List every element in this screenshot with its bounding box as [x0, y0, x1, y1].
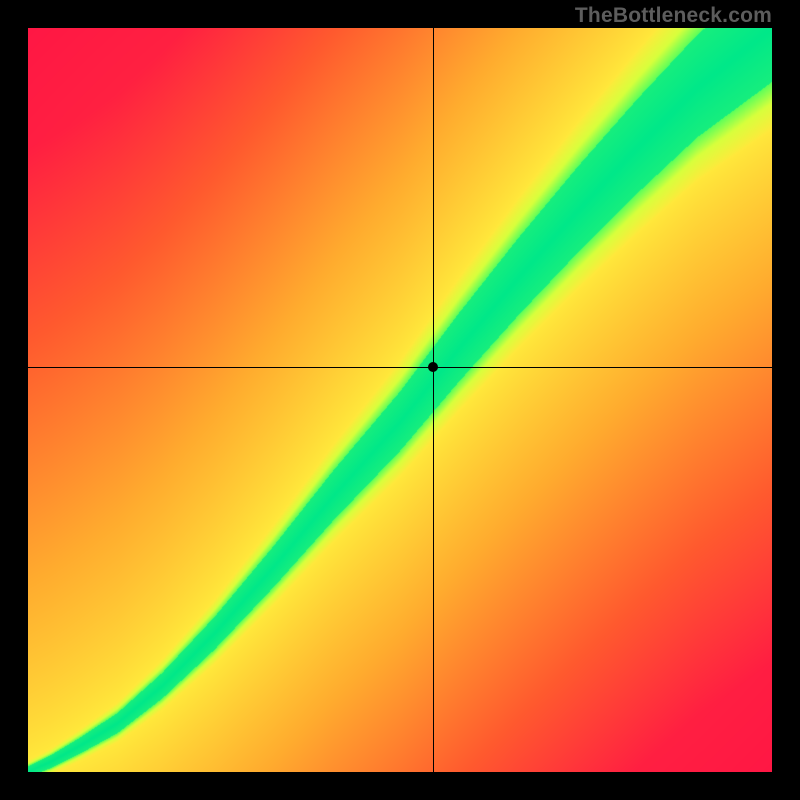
crosshair-vertical	[433, 28, 434, 772]
plot-area	[28, 28, 772, 772]
watermark-text: TheBottleneck.com	[575, 4, 772, 28]
crosshair-horizontal	[28, 367, 772, 368]
chart-container: TheBottleneck.com	[0, 0, 800, 800]
bottleneck-heatmap	[28, 28, 772, 772]
crosshair-marker[interactable]	[428, 362, 438, 372]
